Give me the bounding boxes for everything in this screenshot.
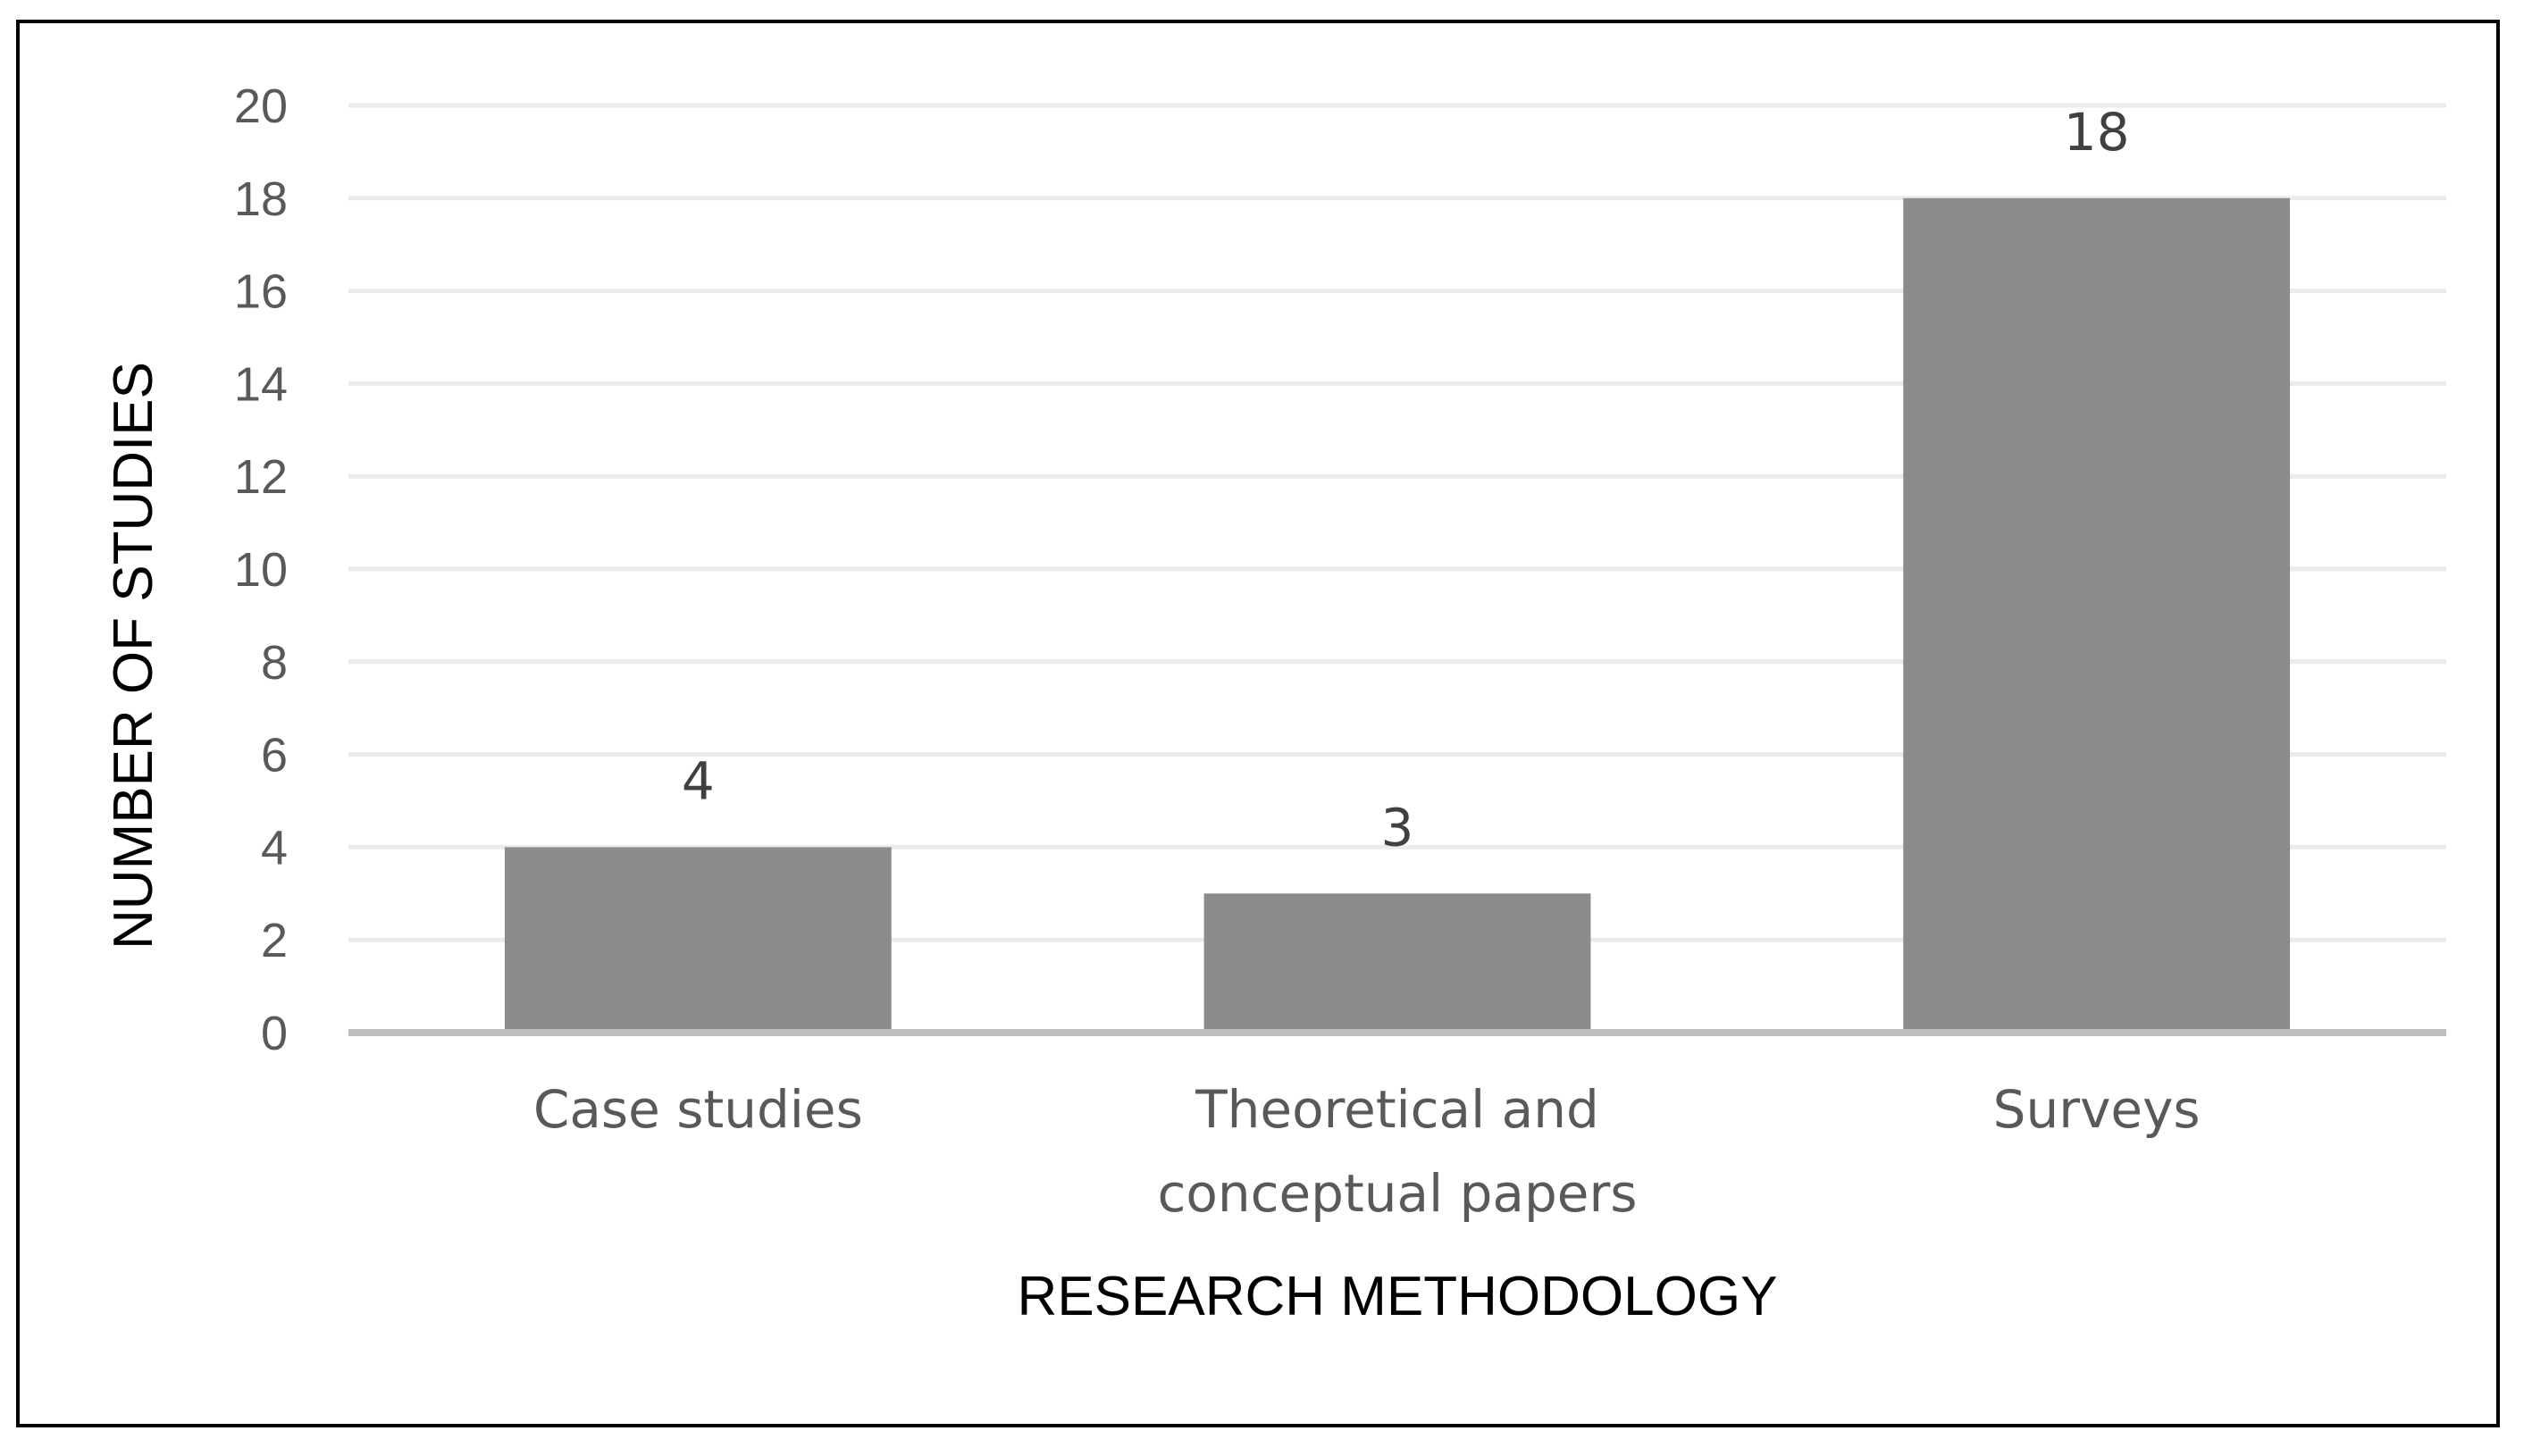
y-tick-label: 6: [261, 729, 288, 782]
data-label: 4: [682, 750, 715, 811]
y-tick-label: 10: [234, 543, 288, 597]
data-labels: 4 3 18: [682, 102, 2130, 858]
data-label: 3: [1381, 797, 1414, 858]
y-tick-label: 2: [261, 914, 288, 967]
bar: [1203, 893, 1591, 1033]
y-tick-label: 12: [234, 450, 288, 504]
chart-frame: 0 2 4 6 8 10 12 14 16 18 20 4 3 18 Case studies Theor…: [16, 20, 2500, 1427]
x-axis-title: RESEARCH METHODOLOGY: [1018, 1266, 1778, 1327]
y-tick-label: 14: [234, 357, 288, 411]
y-tick-label: 20: [234, 79, 288, 133]
x-tick-label: Surveys: [1993, 1079, 2201, 1140]
bar-chart: 0 2 4 6 8 10 12 14 16 18 20 4 3 18 Case studies Theor…: [103, 79, 2446, 1327]
y-tick-labels: 0 2 4 6 8 10 12 14 16 18 20: [234, 79, 288, 1060]
y-tick-label: 18: [234, 172, 288, 226]
y-axis-title: NUMBER OF STUDIES: [103, 362, 164, 950]
category-labels: Case studies Theoretical and conceptual pa…: [533, 1079, 2201, 1224]
bar: [504, 847, 892, 1033]
bar: [1903, 197, 2291, 1033]
data-label: 18: [2064, 102, 2130, 163]
bars: [504, 197, 2291, 1033]
y-tick-label: 8: [261, 636, 288, 690]
x-tick-label: Theoretical and conceptual papers: [1157, 1079, 1637, 1224]
y-tick-label: 16: [234, 265, 288, 319]
y-tick-label: 4: [261, 821, 288, 874]
y-tick-label: 0: [261, 1007, 288, 1060]
x-tick-label: Case studies: [533, 1079, 863, 1140]
